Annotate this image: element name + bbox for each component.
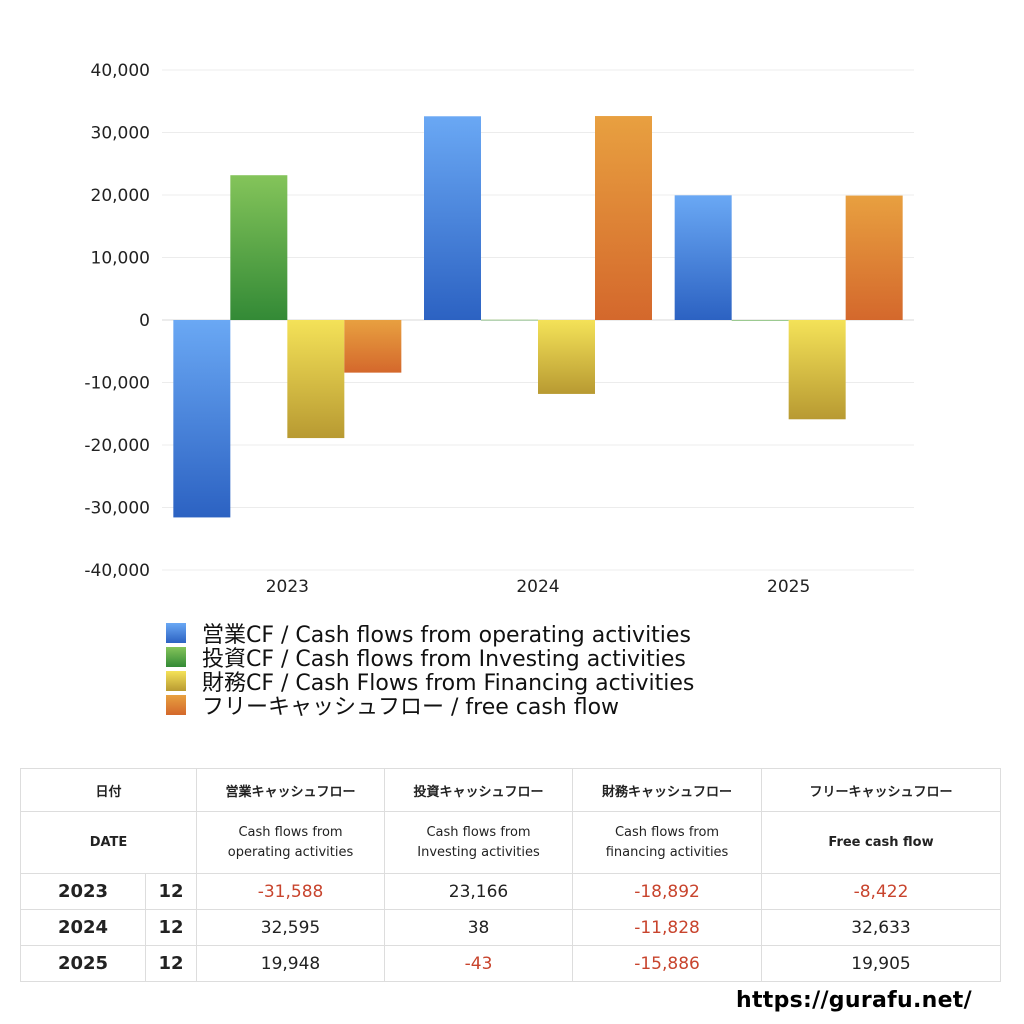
table-body: 2023 12 -31,588 23,166 -18,892 -8,422 2024 12 32… <box>20 873 1002 982</box>
subheader-line: Cash flows from <box>238 824 343 840</box>
cash-flow-bar-chart: 40,000 30,000 20,000 10,000 0 -10,000 -20,000 -… <box>84 61 914 597</box>
x-tick-label: 2025 <box>767 577 810 597</box>
row-value: -11,828 <box>572 909 763 946</box>
subheader-free: Free cash flow <box>761 811 1002 874</box>
row-month: 12 <box>144 909 198 946</box>
bar-2024-series-0 <box>424 116 481 320</box>
bar-2025-series-1 <box>731 320 789 321</box>
legend-label: 投資CF / Cash flows from Investing activit… <box>202 647 686 672</box>
legend-item-investing: 投資CF / Cash flows from Investing activit… <box>166 645 694 672</box>
table-subheader-row: DATE Cash flows from operating activities… <box>19 811 1002 874</box>
bar-2025-series-2 <box>788 320 846 420</box>
row-value: 32,633 <box>761 909 1002 946</box>
row-value: 19,948 <box>196 945 386 982</box>
bar-2023-series-2 <box>287 320 345 439</box>
row-year: 2025 <box>20 945 146 982</box>
header-investing: 投資キャッシュフロー <box>384 768 574 812</box>
row-value: -31,588 <box>196 873 386 910</box>
y-tick-label: 10,000 <box>91 249 150 269</box>
subheader-date: DATE <box>19 811 198 874</box>
header-date: 日付 <box>19 768 198 812</box>
row-year: 2024 <box>20 909 146 946</box>
y-tick-label: -20,000 <box>84 436 150 456</box>
y-tick-label: 30,000 <box>91 124 150 144</box>
legend-swatch <box>166 623 186 643</box>
legend-item-operating: 営業CF / Cash flows from operating activit… <box>166 621 694 648</box>
header-operating: 営業キャッシュフロー <box>196 768 386 812</box>
x-axis-ticks: 2023 2024 2025 <box>266 577 811 597</box>
x-tick-label: 2023 <box>266 577 309 597</box>
y-axis-ticks: 40,000 30,000 20,000 10,000 0 -10,000 -20,000 -… <box>84 61 150 581</box>
y-tick-label: -40,000 <box>84 561 150 581</box>
bar-2023-series-1 <box>230 175 288 320</box>
y-tick-label: 0 <box>139 311 150 331</box>
chart-legend: 営業CF / Cash flows from operating activit… <box>166 621 694 720</box>
bar-2023-series-3 <box>344 320 402 373</box>
y-tick-label: -10,000 <box>84 374 150 394</box>
row-value: -8,422 <box>761 873 1002 910</box>
subheader-investing: Cash flows from Investing activities <box>384 811 574 874</box>
subheader-line: Free cash flow <box>828 834 934 850</box>
row-month: 12 <box>144 945 198 982</box>
bar-2025-series-3 <box>845 195 903 320</box>
subheader-line: operating activities <box>227 844 354 860</box>
bar-2025-series-0 <box>674 195 732 320</box>
cash-flow-table: 日付 営業キャッシュフロー 投資キャッシュフロー 財務キャッシュフロー フリーキ… <box>19 768 1002 982</box>
y-tick-label: -30,000 <box>84 499 150 519</box>
bar-2023-series-0 <box>173 320 231 518</box>
row-month: 12 <box>144 873 198 910</box>
legend-label: 営業CF / Cash flows from operating activit… <box>202 623 691 648</box>
table-row: 2024 12 32,595 38 -11,828 32,633 <box>20 909 1002 946</box>
legend-swatch <box>166 695 186 715</box>
bar-2024-series-2 <box>538 320 595 394</box>
row-year: 2023 <box>20 873 146 910</box>
y-tick-label: 20,000 <box>91 186 150 206</box>
y-tick-label: 40,000 <box>91 61 150 81</box>
legend-label: フリーキャッシュフロー / free cash flow <box>202 695 620 720</box>
subheader-line: Cash flows from <box>426 824 531 840</box>
legend-swatch <box>166 671 186 691</box>
row-value: 32,595 <box>196 909 386 946</box>
table-row: 2025 12 19,948 -43 -15,886 19,905 <box>20 945 1002 982</box>
table-row: 2023 12 -31,588 23,166 -18,892 -8,422 <box>20 873 1002 910</box>
subheader-financing: Cash flows from financing activities <box>572 811 763 874</box>
legend-swatch <box>166 647 186 667</box>
bar-2024-series-3 <box>595 116 652 320</box>
header-financing: 財務キャッシュフロー <box>572 768 763 812</box>
header-free: フリーキャッシュフロー <box>761 768 1002 812</box>
legend-label: 財務CF / Cash Flows from Financing activit… <box>202 671 695 696</box>
legend-item-free: フリーキャッシュフロー / free cash flow <box>166 693 694 720</box>
subheader-line: Cash flows from <box>614 824 720 840</box>
row-value: 23,166 <box>384 873 574 910</box>
row-value: -15,886 <box>572 945 763 982</box>
site-url: https://gurafu.net/ <box>736 988 972 1013</box>
table-header-row: 日付 営業キャッシュフロー 投資キャッシュフロー 財務キャッシュフロー フリーキ… <box>19 768 1002 812</box>
row-value: 38 <box>384 909 574 946</box>
legend-item-financing: 財務CF / Cash Flows from Financing activit… <box>166 669 694 696</box>
subheader-operating: Cash flows from operating activities <box>196 811 386 874</box>
bars <box>173 116 903 518</box>
x-tick-label: 2024 <box>516 577 559 597</box>
subheader-line: Investing activities <box>417 844 540 860</box>
row-value: 19,905 <box>761 945 1002 982</box>
subheader-line: financing activities <box>605 844 729 860</box>
row-value: -18,892 <box>572 873 763 910</box>
bar-2024-series-1 <box>481 319 538 321</box>
row-value: -43 <box>384 945 574 982</box>
